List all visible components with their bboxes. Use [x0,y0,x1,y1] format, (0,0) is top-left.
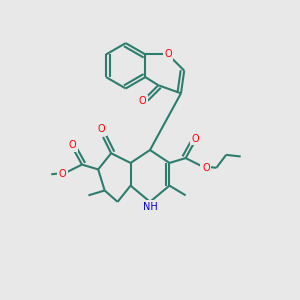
Text: O: O [98,124,105,134]
Text: O: O [59,169,66,179]
Text: O: O [68,140,76,150]
Text: O: O [164,50,172,59]
Text: NH: NH [142,202,158,212]
Text: O: O [138,96,146,106]
Text: O: O [191,134,199,144]
Text: O: O [202,163,210,173]
